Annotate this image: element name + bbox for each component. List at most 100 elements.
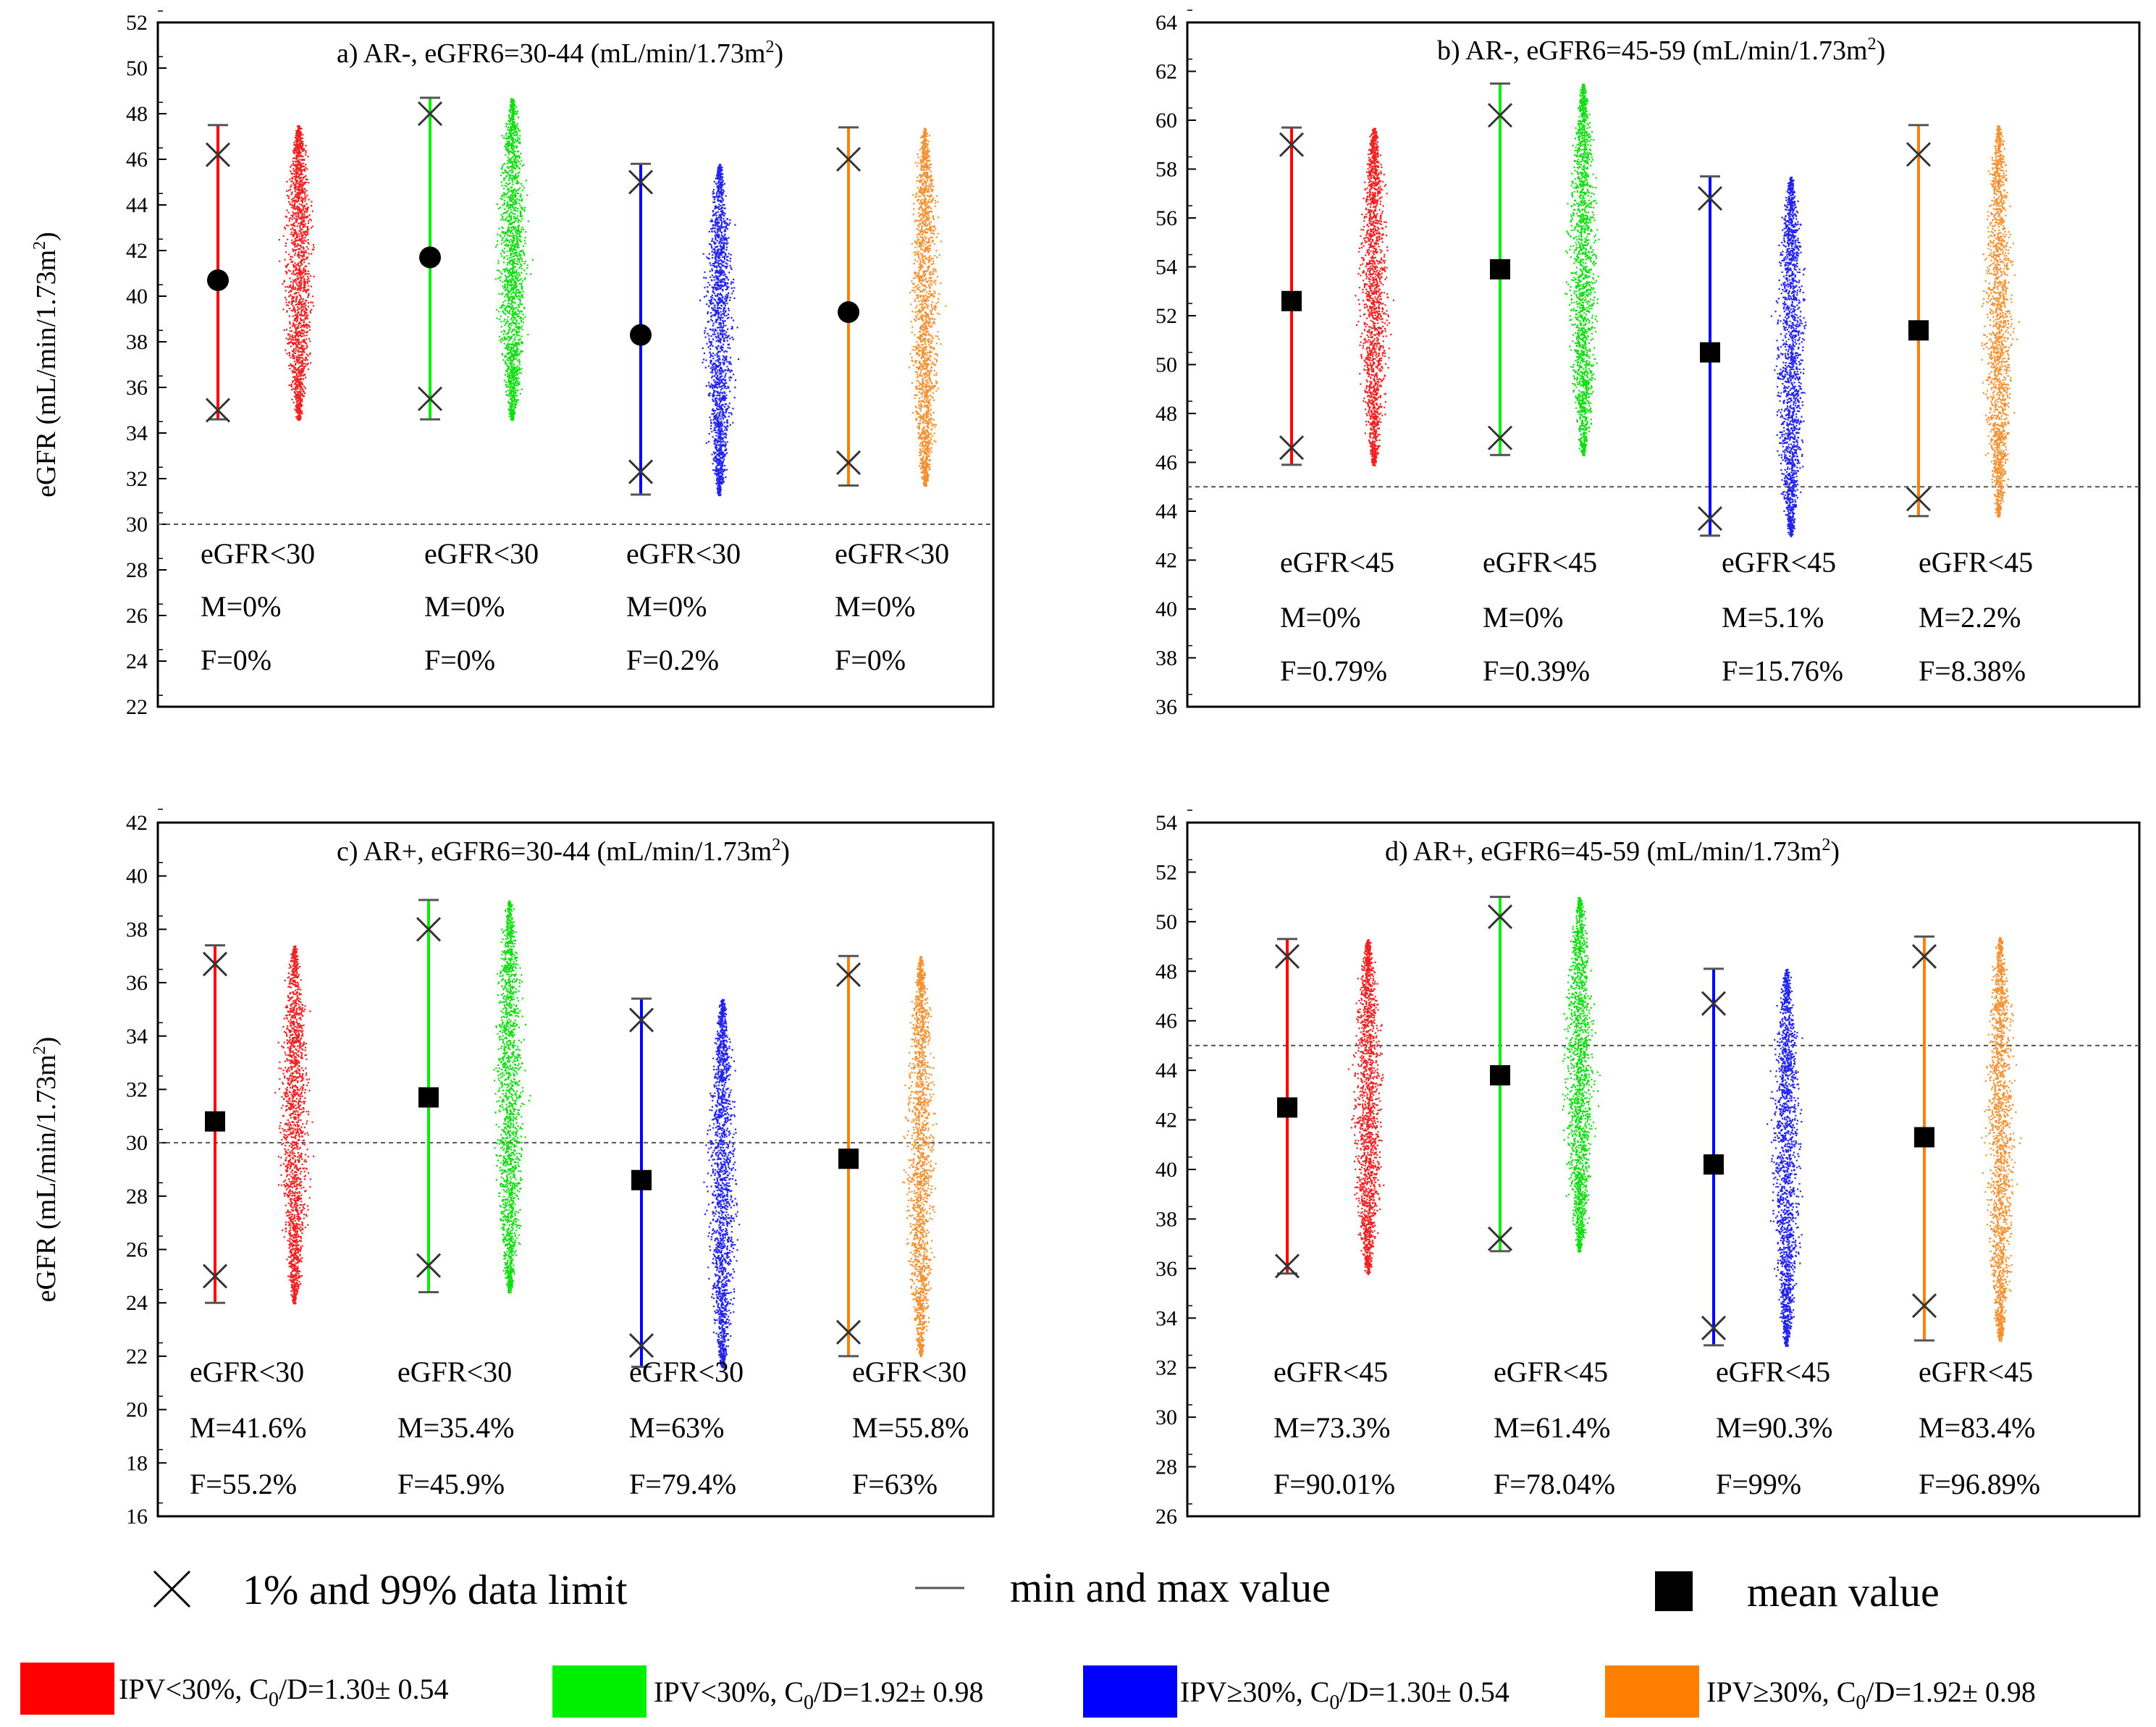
panel-a-ytick-label: 50 — [126, 56, 148, 80]
limit-legend-label: 1% and 99% data limit — [243, 1566, 628, 1613]
panel-d-annotation-orange: eGFR<45 — [1919, 1356, 2033, 1388]
panel-c-cloud-orange — [902, 956, 938, 1358]
panel-a-series-orange: eGFR<30 M=0% F=0% — [835, 126, 949, 676]
panel-a-p1-stroke — [417, 386, 443, 411]
panel-a-ytick-label: 40 — [126, 285, 148, 308]
series-label-2-pre: IPV<30%, C — [654, 1676, 804, 1708]
panel-d-cloud-orange — [1981, 937, 2022, 1342]
panel-b-p99-stroke — [1906, 142, 1932, 167]
panel-a-annotation-orange: M=0% — [835, 590, 915, 623]
panel-c-title: c) AR+, eGFR6=30-44 (mL/min/1.73m2) — [337, 836, 790, 867]
panel-b-ytick-label: 42 — [1155, 549, 1177, 573]
panel-b-ytick-label: 38 — [1155, 647, 1177, 671]
series-label-2-post: /D=1.92± 0.98 — [814, 1676, 984, 1708]
series-label-4-sub: 0 — [1856, 1692, 1866, 1714]
panel-a-ytick-label: 38 — [126, 330, 148, 354]
panel-d-p1-marker-red — [1274, 1253, 1300, 1279]
series-swatch-green — [552, 1665, 647, 1718]
panel-c-series-green: eGFR<30 M=35.4% F=45.9% — [397, 899, 531, 1500]
marker-legend: 1% and 99% data limit min and max value … — [153, 1564, 1940, 1615]
panel-d-ytick-label: 26 — [1155, 1505, 1177, 1529]
panel-a-p1-marker-orange — [835, 450, 862, 476]
panel-a-p99-marker-orange — [835, 146, 862, 172]
panel-b-ytick-label: 48 — [1155, 402, 1177, 426]
panel-a-ytick-label: 36 — [126, 376, 148, 400]
panel-d-annotation-blue: M=90.3% — [1716, 1411, 1832, 1444]
panel-a-annotation-green: M=0% — [424, 590, 505, 623]
panel-b-cloud-red — [1355, 127, 1394, 466]
panel-a-p99-marker-blue — [628, 169, 654, 195]
panel-d-p1-marker-orange — [1911, 1293, 1937, 1319]
panel-b-p1-marker-green — [1487, 425, 1513, 450]
panel-a-mean-marker-red — [207, 269, 229, 291]
panel-a-ytick-label: 46 — [126, 148, 148, 172]
panel-b-title: b) AR-, eGFR6=45-59 (mL/min/1.73m2) — [1437, 35, 1885, 66]
panel-b-mean-marker-green — [1490, 259, 1510, 280]
panel-b-annotation-orange: eGFR<45 — [1919, 546, 2033, 579]
panel-c-ytick-label: 32 — [126, 1077, 148, 1101]
panel-a-p99-marker-red — [205, 142, 231, 167]
series-label-2-sub: 0 — [804, 1692, 814, 1714]
panel-b-p99-stroke — [1697, 185, 1723, 211]
mean-legend-label: mean value — [1747, 1568, 1940, 1615]
panel-a-annotation-blue: eGFR<30 — [626, 537, 741, 570]
panel-c-ytick-label: 24 — [126, 1291, 148, 1315]
panel-b-annotation-orange: F=8.38% — [1919, 655, 2026, 687]
panel-d-series-red: eGFR<45 M=73.3% F=90.01% — [1273, 938, 1395, 1500]
panel-b-ytick-label: 40 — [1155, 597, 1177, 621]
panel-b-ytick-label: 52 — [1155, 304, 1177, 328]
panel-a-annotation-red: eGFR<30 — [201, 537, 315, 570]
panel-b-mean-marker-blue — [1700, 342, 1720, 363]
panel-a-frame — [156, 21, 995, 708]
panel-c-p99-marker-orange — [835, 962, 862, 988]
panel-b-series-green: eGFR<45 M=0% F=0.39% — [1483, 82, 1600, 687]
panel-d-series-blue: eGFR<45 M=90.3% F=99% — [1701, 967, 1832, 1500]
panel-a-p99-stroke — [628, 169, 654, 195]
panel-d-annotation-green: eGFR<45 — [1494, 1356, 1608, 1388]
panel-c-p1-stroke — [416, 1253, 442, 1278]
panel-c-frame — [156, 821, 995, 1518]
panel-d-ytick-label: 46 — [1155, 1009, 1177, 1033]
panel-a-ytick-label: 42 — [126, 239, 148, 263]
panel-c-p99-stroke — [202, 951, 228, 977]
panel-d-annotation-red: F=90.01% — [1273, 1468, 1395, 1500]
panel-b-ytick-label: 50 — [1155, 353, 1177, 377]
panel-d-annotation-green: M=61.4% — [1494, 1411, 1610, 1444]
panel-d-ytick-label: 40 — [1155, 1158, 1177, 1182]
series-label-1-post: /D=1.30± 0.54 — [279, 1673, 449, 1705]
panel-c-ytick-label: 26 — [126, 1238, 148, 1262]
panel-c-p1-stroke — [628, 1333, 654, 1358]
panel-c-ytick-label: 22 — [126, 1345, 148, 1369]
panel-d-p1-stroke — [1274, 1253, 1300, 1279]
panel-b-p99-stroke — [1279, 132, 1305, 157]
panel-a-annotation-blue: M=0% — [626, 590, 707, 623]
panel-a-title: a) AR-, eGFR6=30-44 (mL/min/1.73m2) — [337, 38, 783, 69]
panel-d-p1-marker-green — [1487, 1226, 1513, 1251]
panel-b-ytick-label: 60 — [1155, 109, 1177, 133]
panel-d-p99-marker-green — [1487, 904, 1513, 930]
panel-c-ytick-label: 42 — [126, 811, 148, 835]
panel-a-ytick-label: 28 — [126, 558, 148, 582]
panel-c-p99-marker-green — [416, 917, 442, 942]
panel-b-series-blue: eGFR<45 M=5.1% F=15.76% — [1697, 175, 1843, 687]
panel-d-p1-marker-blue — [1701, 1315, 1727, 1341]
panel-a-p1-stroke — [628, 459, 654, 484]
panel-a-p99-stroke — [205, 142, 231, 167]
panel-c-annotation-red: M=41.6% — [190, 1411, 306, 1444]
panel-b: 36 38 40 42 44 46 48 50 52 54 56 58 60 62 64 b) AR-, eG… — [1155, 9, 2141, 719]
panel-c-ylabel: eGFR (mL/min/1.73m2) — [30, 1037, 62, 1303]
panel-d-cloud-red — [1347, 939, 1385, 1275]
panel-c-series-orange: eGFR<30 M=55.8% F=63% — [835, 954, 969, 1500]
panel-c-annotation-red: eGFR<30 — [190, 1356, 304, 1388]
series-label-3: IPV≥30%, C0/D=1.30± 0.54 — [1180, 1676, 1509, 1714]
panel-b-annotation-red: eGFR<45 — [1280, 546, 1394, 579]
panel-a-p99-stroke — [417, 101, 443, 127]
series-label-4-pre: IPV≥30%, C — [1706, 1676, 1856, 1708]
panel-b-series-orange: eGFR<45 M=2.2% F=8.38% — [1906, 124, 2033, 687]
panel-b-p99-marker-red — [1279, 132, 1305, 157]
panel-a-p1-stroke — [205, 398, 231, 423]
series-label-4: IPV≥30%, C0/D=1.92± 0.98 — [1706, 1676, 2036, 1714]
panel-c-annotation-green: M=35.4% — [397, 1411, 514, 1444]
panel-a-ytick-label: 30 — [126, 513, 148, 537]
series-label-3-pre: IPV≥30%, C — [1180, 1676, 1329, 1708]
